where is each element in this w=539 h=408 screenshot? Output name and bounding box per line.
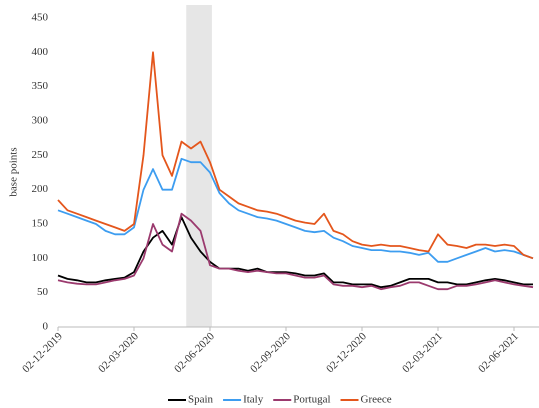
y-tick-label: 400 <box>32 46 49 58</box>
y-tick-label: 150 <box>32 218 49 230</box>
x-tick-label: 02-06-2021 <box>476 330 521 375</box>
x-tick-label: 02-03-2020 <box>96 330 141 375</box>
y-tick-label: 0 <box>43 321 49 333</box>
series-line <box>57 51 534 260</box>
x-tick-label: 02-12-2019 <box>20 330 65 375</box>
x-tick-label: 02-09-2020 <box>248 330 293 375</box>
series-line <box>57 216 533 289</box>
y-tick-label: 300 <box>32 115 49 127</box>
series-line <box>57 157 534 263</box>
x-tick-label: 02-12-2020 <box>324 330 369 375</box>
legend-label: Spain <box>188 394 214 406</box>
legend-label: Greece <box>361 394 392 406</box>
legend-label: Italy <box>243 394 264 406</box>
x-tick-label: 02-03-2021 <box>400 330 445 375</box>
y-tick-label: 50 <box>37 286 49 298</box>
y-axis-title: base points <box>8 147 20 196</box>
legend-label: Portugal <box>293 394 330 406</box>
highlight-band <box>186 5 212 327</box>
y-tick-label: 100 <box>32 252 49 264</box>
y-tick-label: 450 <box>32 12 49 24</box>
y-tick-label: 350 <box>32 80 49 92</box>
y-tick-label: 250 <box>32 149 49 161</box>
y-tick-label: 200 <box>32 183 49 195</box>
series-line <box>57 212 534 291</box>
x-tick-label: 02-06-2020 <box>172 330 217 375</box>
